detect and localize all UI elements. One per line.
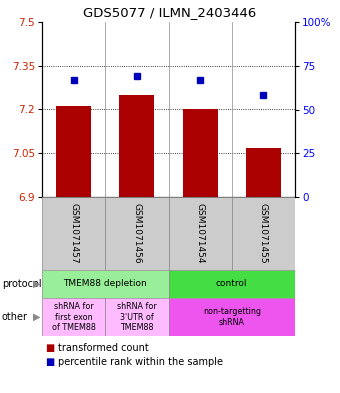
Text: ■: ■ — [45, 357, 54, 367]
Bar — [105, 298, 169, 336]
Text: ■: ■ — [45, 343, 54, 353]
Text: shRNA for
first exon
of TMEM88: shRNA for first exon of TMEM88 — [52, 302, 96, 332]
Text: control: control — [216, 279, 248, 288]
Text: GSM1071457: GSM1071457 — [69, 203, 78, 264]
Bar — [42, 197, 105, 270]
Bar — [119, 95, 154, 197]
Bar — [42, 298, 105, 336]
Text: percentile rank within the sample: percentile rank within the sample — [58, 357, 223, 367]
Text: GSM1071456: GSM1071456 — [132, 203, 141, 264]
Text: transformed count: transformed count — [58, 343, 149, 353]
Bar — [246, 148, 281, 197]
Bar — [169, 270, 295, 298]
Bar — [42, 270, 169, 298]
Bar — [183, 110, 218, 197]
Bar — [169, 298, 295, 336]
Text: ▶: ▶ — [33, 279, 41, 289]
Bar — [169, 197, 232, 270]
Text: TMEM88 depletion: TMEM88 depletion — [63, 279, 147, 288]
Text: GSM1071455: GSM1071455 — [259, 203, 268, 264]
Bar — [232, 197, 295, 270]
Text: protocol: protocol — [2, 279, 41, 289]
Text: ▶: ▶ — [33, 312, 41, 322]
Bar — [105, 197, 169, 270]
Text: GSM1071454: GSM1071454 — [195, 203, 205, 264]
Text: shRNA for
3'UTR of
TMEM88: shRNA for 3'UTR of TMEM88 — [117, 302, 157, 332]
Text: other: other — [2, 312, 28, 322]
Bar — [56, 106, 91, 197]
Text: non-targetting
shRNA: non-targetting shRNA — [203, 307, 261, 327]
Text: GDS5077 / ILMN_2403446: GDS5077 / ILMN_2403446 — [83, 6, 257, 19]
